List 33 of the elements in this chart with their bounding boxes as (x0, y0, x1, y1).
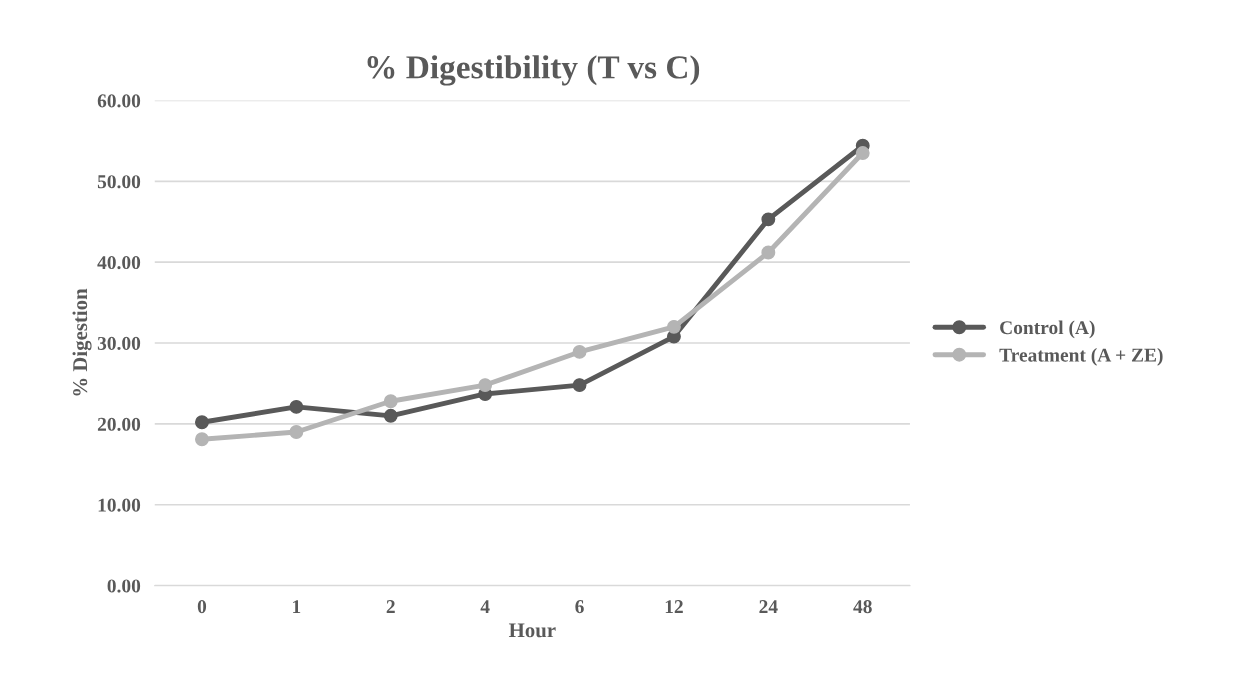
point (572, 378, 587, 393)
x-tick-label: 2 (386, 600, 395, 613)
x-tick-label: 1 (293, 600, 301, 613)
y-tick-label: 30.00 (97, 336, 141, 351)
point (383, 394, 398, 409)
point (855, 146, 870, 160)
y-tick-label: 10.00 (98, 498, 141, 512)
point (383, 408, 398, 423)
x-tick-label: 12 (665, 600, 683, 613)
legend-label: Treatment (A + ZE) (999, 348, 1163, 366)
x-tick-label: 48 (853, 600, 872, 614)
y-tick-label: 40.00 (97, 256, 141, 270)
x-axis-title: Hour (508, 623, 556, 638)
y-tick-label: 20.00 (97, 417, 141, 431)
point (289, 399, 304, 414)
point (572, 344, 587, 359)
legend-label: Control (A) (1000, 320, 1095, 339)
point (195, 432, 209, 447)
point (478, 378, 493, 393)
chart-title: % Digestibility (T vs C) (367, 55, 700, 86)
point (195, 415, 209, 430)
x-tick-label: 24 (759, 600, 778, 613)
x-tick-label: 0 (197, 600, 207, 614)
point (761, 212, 776, 227)
y-tick-label: 50.00 (97, 175, 141, 189)
y-tick-label: 60.00 (97, 94, 141, 108)
x-tick-label: 4 (480, 600, 490, 613)
x-tick-label: 6 (575, 600, 584, 614)
y-axis-title: % Digestion (72, 288, 92, 396)
point (289, 425, 304, 439)
y-tick-label: 0.00 (107, 579, 141, 593)
point (761, 245, 776, 260)
point (666, 319, 681, 334)
